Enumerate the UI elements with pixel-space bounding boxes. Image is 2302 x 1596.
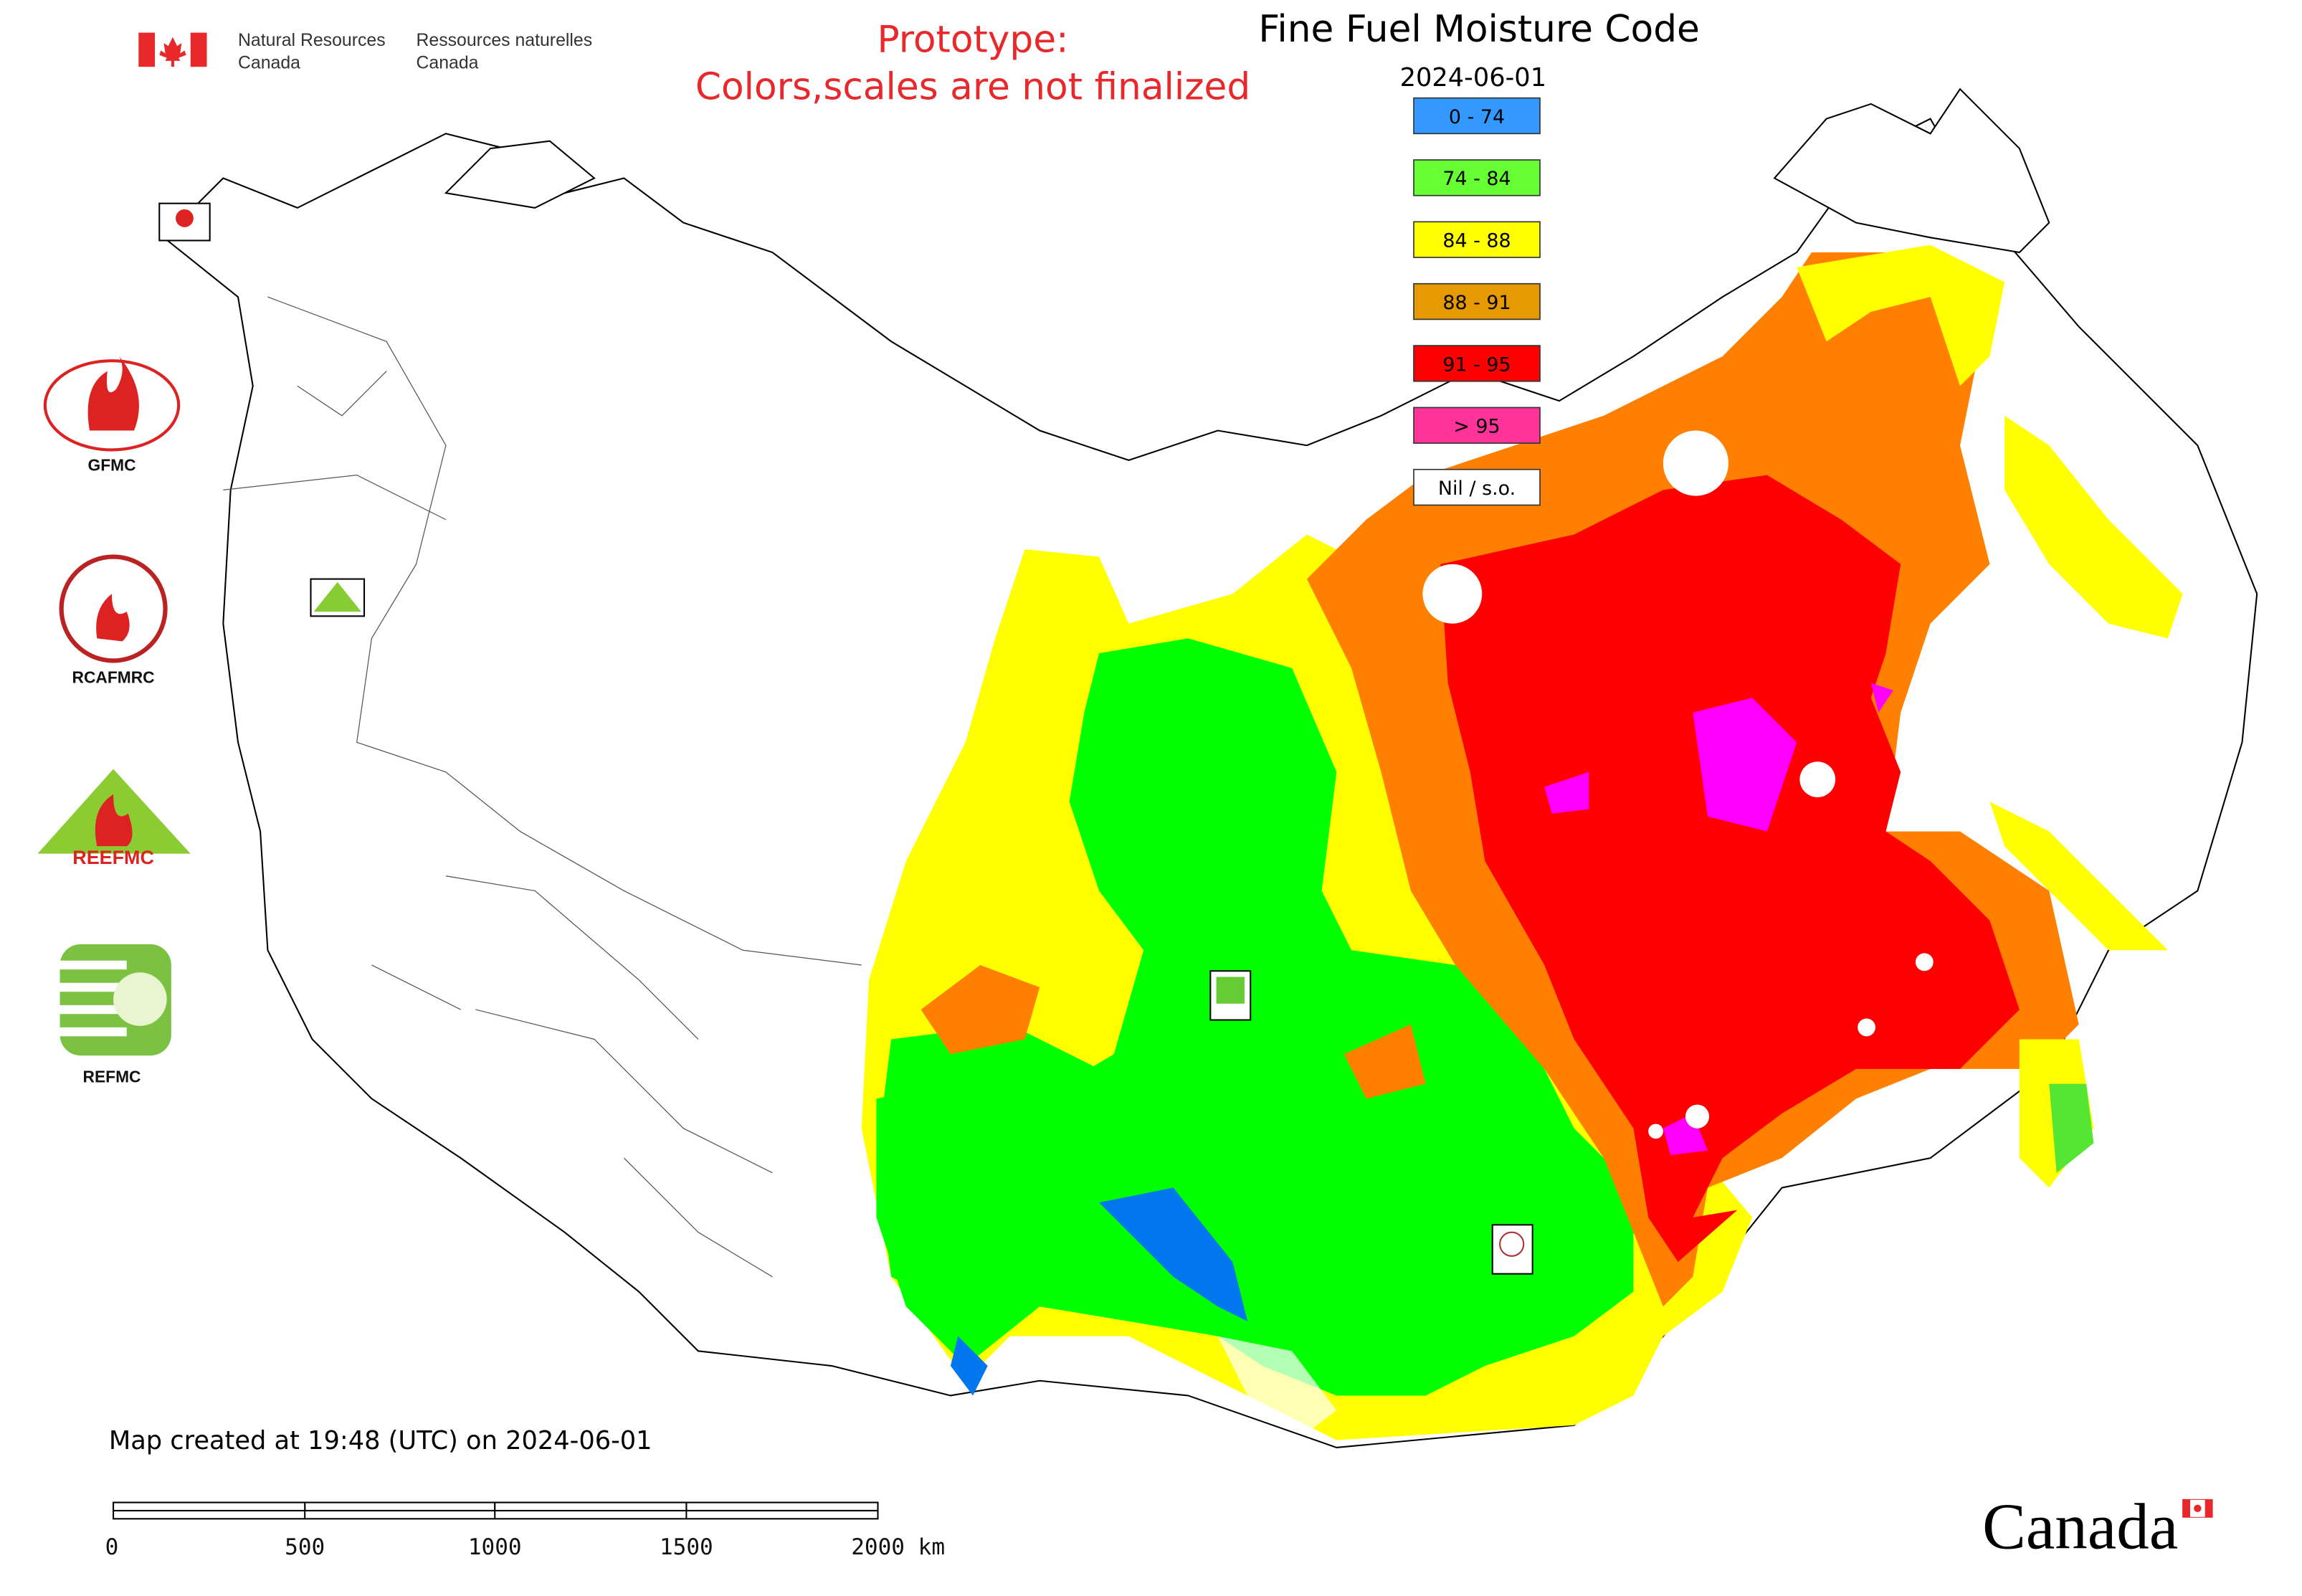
- legend-swatch: [1413, 345, 1541, 382]
- dept-fr: Ressources naturelles: [417, 31, 593, 50]
- legend-label: Nil / s.o.: [1438, 478, 1516, 500]
- notice: Colors,scales are not finalized: [695, 66, 1250, 109]
- legend-label: > 95: [1453, 416, 1500, 438]
- wordmark-flag: [2182, 1498, 2213, 1518]
- centre-markers: [158, 202, 1533, 1275]
- notice: Prototype:: [877, 18, 1068, 61]
- legend-swatch: [1413, 221, 1541, 258]
- dept-fr: Canada: [417, 53, 479, 72]
- logo-label: GFMC: [87, 455, 135, 474]
- scale-label: 500: [285, 1534, 325, 1560]
- scale-label: 2000 km: [851, 1534, 945, 1560]
- logos: [37, 356, 191, 1056]
- dept-en: Natural Resources: [238, 31, 386, 50]
- legend-swatch: [1413, 407, 1541, 444]
- legend-swatch: [1413, 468, 1541, 506]
- map-title: Fine Fuel Moisture Code: [1258, 8, 1700, 51]
- logo-label: REEFMC: [72, 847, 154, 868]
- dept-en: Canada: [238, 53, 300, 72]
- legend-label: 0 - 74: [1449, 106, 1505, 128]
- scale-bar: [113, 1501, 879, 1520]
- map-date: 2024-06-01: [1400, 63, 1547, 92]
- scale-label: 1500: [660, 1534, 713, 1560]
- legend-label: 74 - 84: [1442, 168, 1511, 190]
- legend-swatch: [1413, 97, 1541, 135]
- logo-label: RCAFMRC: [72, 668, 155, 687]
- gc-signature: [138, 32, 207, 67]
- scale-label: 1000: [468, 1534, 522, 1560]
- canada-wordmark: Canada: [1982, 1491, 2178, 1563]
- logo-label: REFMC: [83, 1068, 141, 1086]
- legend: 0 - 74 74 - 84 84 - 88 88 - 91 91 - 95 > 95 Ni…: [1413, 97, 1541, 506]
- legend-label: 88 - 91: [1442, 292, 1511, 314]
- legend-label: 91 - 95: [1442, 353, 1511, 376]
- legend-swatch: [1413, 282, 1541, 320]
- legend-label: 84 - 88: [1442, 230, 1511, 252]
- ffmc-field: [861, 244, 2183, 1440]
- legend-swatch: [1413, 159, 1541, 196]
- scale-label: 0: [105, 1534, 119, 1560]
- map-timestamp: Map created at 19:48 (UTC) on 2024-06-01: [109, 1426, 652, 1455]
